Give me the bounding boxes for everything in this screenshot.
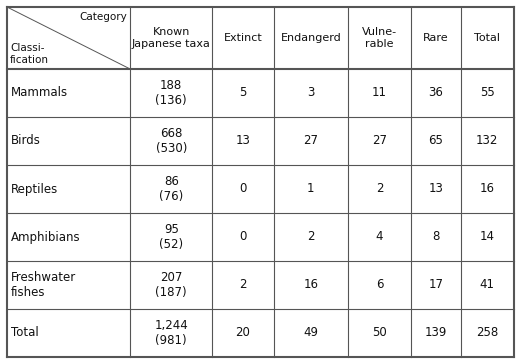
Text: 1: 1 (307, 182, 315, 195)
Text: Rare: Rare (423, 33, 449, 43)
Text: 20: 20 (235, 327, 251, 340)
Text: Extinct: Extinct (224, 33, 263, 43)
Text: 3: 3 (307, 87, 315, 99)
Text: 86
(76): 86 (76) (159, 175, 183, 203)
Text: 139: 139 (425, 327, 447, 340)
Text: 258: 258 (476, 327, 499, 340)
Text: Classi-
fication: Classi- fication (10, 43, 49, 65)
Text: 17: 17 (428, 278, 443, 292)
Text: 65: 65 (429, 135, 443, 147)
Text: 14: 14 (480, 230, 495, 244)
Text: 95
(52): 95 (52) (159, 223, 183, 251)
Text: 11: 11 (372, 87, 387, 99)
Text: 132: 132 (476, 135, 499, 147)
Text: 4: 4 (376, 230, 383, 244)
Text: Category: Category (79, 12, 127, 22)
Text: 41: 41 (480, 278, 495, 292)
Text: Reptiles: Reptiles (11, 182, 58, 195)
Text: Amphibians: Amphibians (11, 230, 81, 244)
Text: 55: 55 (480, 87, 495, 99)
Text: 27: 27 (303, 135, 318, 147)
Text: 668
(530): 668 (530) (156, 127, 187, 155)
Text: Vulne-
rable: Vulne- rable (362, 27, 397, 49)
Text: 0: 0 (239, 230, 247, 244)
Text: 2: 2 (307, 230, 315, 244)
Text: Known
Japanese taxa: Known Japanese taxa (132, 27, 210, 49)
Text: 1,244
(981): 1,244 (981) (154, 319, 188, 347)
Text: Total: Total (474, 33, 500, 43)
Text: Total: Total (11, 327, 39, 340)
Text: 50: 50 (372, 327, 387, 340)
Text: 0: 0 (239, 182, 247, 195)
Text: 13: 13 (429, 182, 443, 195)
Text: 2: 2 (376, 182, 383, 195)
Text: Freshwater
fishes: Freshwater fishes (11, 271, 76, 299)
Text: 13: 13 (235, 135, 251, 147)
Text: 49: 49 (303, 327, 318, 340)
Text: Mammals: Mammals (11, 87, 68, 99)
Text: 5: 5 (239, 87, 247, 99)
Text: Endangerd: Endangerd (280, 33, 341, 43)
Text: 207
(187): 207 (187) (155, 271, 187, 299)
Text: 16: 16 (303, 278, 318, 292)
Text: 6: 6 (376, 278, 383, 292)
Text: 188
(136): 188 (136) (155, 79, 187, 107)
Text: 2: 2 (239, 278, 247, 292)
Text: 27: 27 (372, 135, 387, 147)
Text: 8: 8 (432, 230, 440, 244)
Text: Birds: Birds (11, 135, 41, 147)
Text: 36: 36 (429, 87, 443, 99)
Text: 16: 16 (480, 182, 495, 195)
